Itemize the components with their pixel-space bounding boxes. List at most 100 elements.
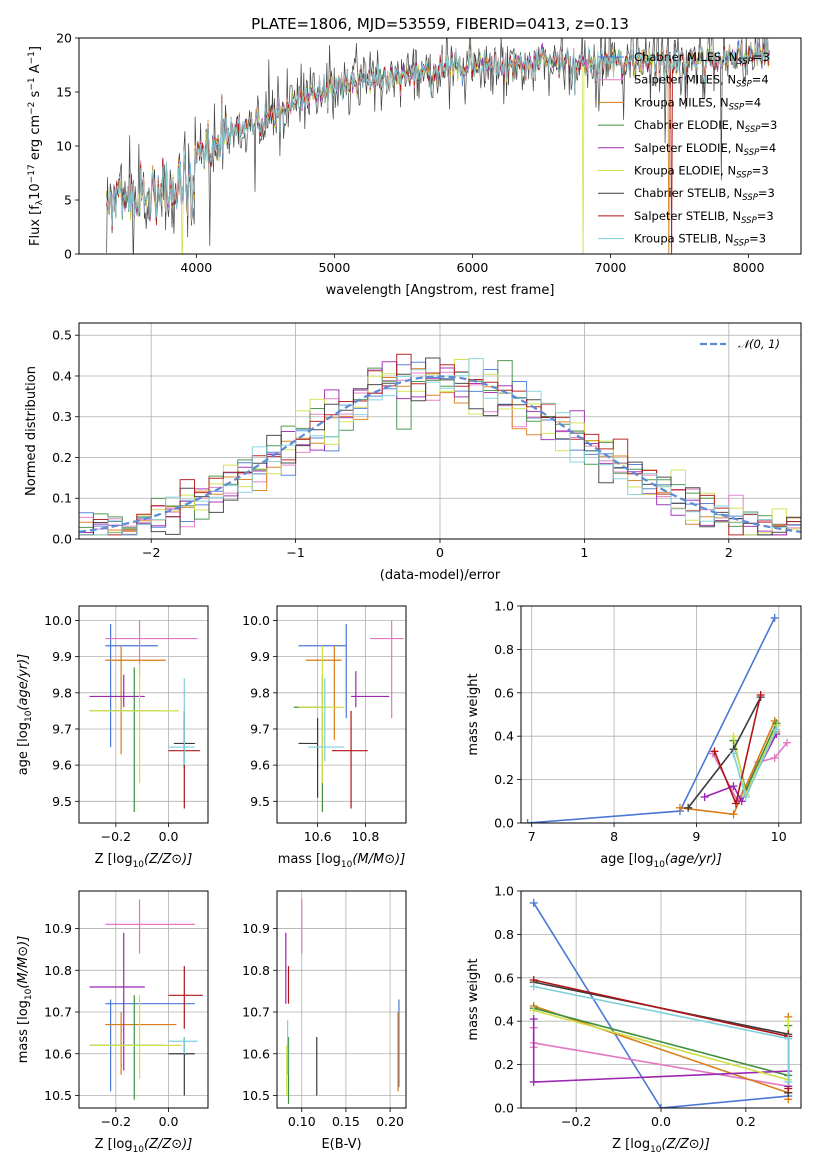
kroupa-miles-legend-label: Kroupa MILES, NSSP=4 bbox=[634, 95, 761, 112]
salpeter-elodie-weight-point bbox=[737, 797, 746, 806]
kroupa-elodie-weight-point bbox=[529, 1006, 538, 1015]
chabrier-stelib-legend-label: Chabrier STELIB, NSSP=3 bbox=[634, 186, 775, 203]
chabrier-elodie-legend-label: Chabrier ELODIE, NSSP=3 bbox=[634, 118, 777, 135]
x-tick-label: 0.15 bbox=[332, 1114, 360, 1129]
x-tick-label: 0.20 bbox=[376, 1114, 404, 1129]
y-tick-label: 0.0 bbox=[494, 1101, 514, 1116]
axes-frame bbox=[520, 605, 802, 824]
y-tick-label: 9.5 bbox=[250, 794, 270, 809]
salpeter-miles-weight-point bbox=[770, 753, 779, 762]
x-tick-label: −1 bbox=[286, 545, 304, 560]
x-tick-label: 7000 bbox=[595, 260, 627, 275]
plot-area bbox=[529, 898, 793, 1108]
y-tick-label: 10.0 bbox=[44, 613, 72, 628]
plot-area bbox=[89, 899, 203, 1100]
y-tick-label: 15 bbox=[56, 85, 72, 100]
y-tick-label: 0.2 bbox=[494, 1057, 514, 1072]
weight-vs-age-panel: 7 8 9 10 0.0 0.2 0.4 0.6 0.8 1.0 age [log10(age/yr… bbox=[466, 599, 802, 870]
y-axis-label: Normed distribution bbox=[24, 366, 39, 496]
residuals-histogram-panel: −2 −1 0 1 2 0.0 0.1 0.2 0.3 0.4 0.5 (data-model)/er… bbox=[24, 322, 802, 583]
kroupa-stelib-weight-point bbox=[772, 725, 781, 734]
kroupa-elodie-weight-point bbox=[773, 721, 782, 730]
x-tick-label: 0.2 bbox=[736, 1114, 756, 1129]
y-tick-label: 10.0 bbox=[242, 613, 270, 628]
y-tick-label: 0.2 bbox=[52, 450, 72, 465]
normal-distribution-curve bbox=[79, 375, 801, 533]
chabrier-miles-weight-line bbox=[533, 902, 789, 1108]
axes-frame bbox=[276, 890, 407, 1109]
age-vs-mass-panel: 10.6 10.8 9.5 9.6 9.7 9.8 9.9 10.0 mass [log10(M… bbox=[242, 605, 407, 870]
x-tick-label: 9 bbox=[692, 829, 700, 844]
kroupa-miles-weight-point bbox=[675, 803, 684, 812]
x-tick-label: 0.0 bbox=[159, 829, 179, 844]
salpeter-elodie-weight-point bbox=[529, 1077, 538, 1086]
plot-area bbox=[106, 38, 770, 254]
salpeter-miles-weight-line bbox=[712, 742, 788, 804]
y-tick-label: 10.5 bbox=[44, 1088, 72, 1103]
x-tick-label: 1 bbox=[580, 545, 588, 560]
x-tick-label: 8 bbox=[610, 829, 618, 844]
x-axis-label: Z [log10(Z/Z⊙)] bbox=[95, 1137, 193, 1155]
axes-frame bbox=[78, 890, 209, 1109]
age-vs-metallicity-panel: −0.2 0.0 9.5 9.6 9.7 9.8 9.9 10.0 Z [log10(Z/Z⊙)… bbox=[16, 605, 209, 870]
salpeter-elodie-weight-point bbox=[700, 792, 709, 801]
kroupa-stelib-weight-point bbox=[729, 749, 738, 758]
spectrum-panel: 4000 5000 6000 7000 8000 0 5 10 15 20 wavelength [… bbox=[27, 31, 802, 298]
x-tick-label: 2 bbox=[725, 545, 733, 560]
chabrier-miles-weight-point bbox=[657, 1104, 665, 1108]
y-tick-label: 0.8 bbox=[494, 927, 514, 942]
kroupa-stelib-legend-label: Kroupa STELIB, NSSP=3 bbox=[634, 232, 766, 249]
y-tick-label: 0.1 bbox=[52, 491, 72, 506]
kroupa-stelib-weight-point bbox=[784, 1034, 793, 1043]
y-tick-label: 0 bbox=[64, 247, 72, 262]
y-tick-label: 9.9 bbox=[250, 649, 270, 664]
y-tick-label: 1.0 bbox=[494, 599, 514, 614]
x-axis-label: E(B-V) bbox=[321, 1137, 361, 1152]
salpeter-elodie-weight-point bbox=[729, 782, 738, 791]
salpeter-elodie-legend-label: Salpeter ELODIE, NSSP=4 bbox=[634, 141, 776, 158]
x-tick-label: −2 bbox=[142, 545, 160, 560]
plot-area bbox=[79, 353, 801, 539]
kroupa-elodie-weight-point bbox=[729, 732, 738, 741]
y-tick-label: 9.6 bbox=[52, 758, 72, 773]
plot-area bbox=[293, 620, 404, 813]
x-tick-label: 0.0 bbox=[159, 1114, 179, 1129]
axes-frame bbox=[276, 605, 407, 824]
kroupa-stelib-spectrum-line bbox=[106, 38, 770, 227]
y-tick-label: 9.9 bbox=[52, 649, 72, 664]
x-axis-label: mass [log10(M/M⊙)] bbox=[278, 852, 406, 870]
y-tick-label: 10.7 bbox=[242, 1005, 270, 1020]
y-tick-label: 10.6 bbox=[44, 1046, 72, 1061]
x-tick-label: 0.0 bbox=[651, 1114, 671, 1129]
y-tick-label: 0.4 bbox=[494, 729, 514, 744]
y-tick-label: 10.6 bbox=[242, 1046, 270, 1061]
y-tick-label: 9.8 bbox=[250, 685, 270, 700]
salpeter-stelib-weight-point bbox=[710, 747, 719, 756]
x-tick-label: 4000 bbox=[180, 260, 212, 275]
kroupa-stelib-weight-point bbox=[784, 1077, 793, 1086]
x-axis-label: age [log10(age/yr)] bbox=[600, 852, 722, 870]
spectrum-legend: Chabrier MILES, NSSP=3 Salpeter MILES, NS… bbox=[598, 50, 777, 249]
salpeter-stelib-histogram bbox=[79, 353, 801, 539]
kroupa-stelib-weight-point bbox=[741, 792, 750, 801]
plot-area bbox=[89, 620, 201, 813]
y-tick-label: 9.7 bbox=[52, 721, 72, 736]
x-axis-label: wavelength [Angstrom, rest frame] bbox=[326, 283, 555, 298]
kroupa-stelib-histogram bbox=[79, 358, 801, 539]
y-tick-label: 9.5 bbox=[52, 794, 72, 809]
salpeter-stelib-legend-label: Salpeter STELIB, NSSP=3 bbox=[634, 209, 774, 226]
y-axis-label: Flux [fλ10−17 erg cm−2 s−1 A−1] bbox=[27, 46, 45, 246]
x-axis-label: Z [log10(Z/Z⊙)] bbox=[95, 852, 193, 870]
x-axis-label: (data-model)/error bbox=[380, 568, 501, 583]
x-tick-label: −0.2 bbox=[101, 1114, 131, 1129]
y-tick-label: 10.8 bbox=[44, 963, 72, 978]
plot-area bbox=[523, 613, 791, 823]
y-tick-label: 10.9 bbox=[44, 921, 72, 936]
y-tick-label: 0.8 bbox=[494, 642, 514, 657]
chabrier-miles-weight-point bbox=[523, 819, 532, 823]
y-axis-label: mass weight bbox=[466, 673, 481, 755]
x-tick-label: −0.2 bbox=[561, 1114, 591, 1129]
chabrier-miles-weight-point bbox=[770, 613, 779, 622]
y-axis-label: mass [log10(M/M⊙)] bbox=[16, 936, 34, 1064]
normal-legend-label: 𝒩(0, 1) bbox=[738, 337, 780, 351]
